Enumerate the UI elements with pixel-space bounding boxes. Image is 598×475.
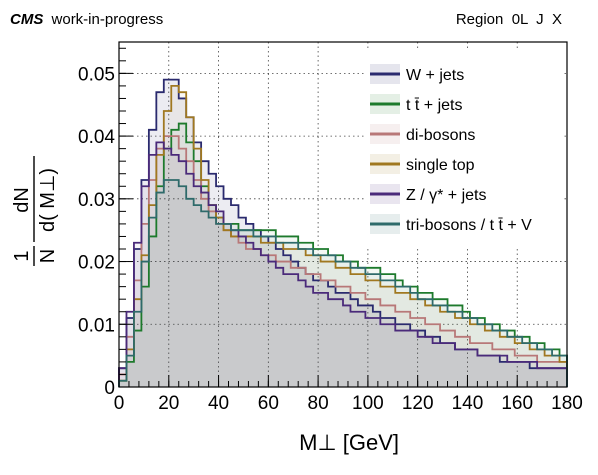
- legend-box: [365, 50, 563, 246]
- legend-entry: t t̄ + jets: [370, 94, 462, 114]
- series-lines: [118, 78, 568, 387]
- series-fill-0: [119, 79, 567, 388]
- legend-entry: Z / γ* + jets: [370, 184, 486, 204]
- x-tick-label: 60: [258, 393, 279, 414]
- x-tick-label: 20: [158, 393, 179, 414]
- series-fill-2: [119, 136, 567, 387]
- x-tick-label: 0: [114, 393, 125, 414]
- plot-frame: [118, 41, 568, 388]
- x-tick-label: 120: [402, 393, 434, 414]
- legend-label: t t̄ + jets: [406, 97, 462, 114]
- x-tick-label: 100: [352, 393, 384, 414]
- axis-tick-labels: 0 20 40 60 80 100 120 140 160 180 0 0.01 0.02 0.03 0.0…: [78, 64, 583, 414]
- y-tick-label: 0: [104, 378, 115, 399]
- legend-entry: W + jets: [370, 64, 464, 84]
- x-tick-label: 40: [208, 393, 229, 414]
- series-line-5: [118, 179, 568, 387]
- legend-label: Z / γ* + jets: [406, 187, 486, 204]
- x-tick-label: 180: [551, 393, 583, 414]
- y-axis-label: 1 N dN d( M⊥): [11, 156, 59, 266]
- legend-label: W + jets: [406, 67, 464, 84]
- y-tick-label: 0.01: [78, 315, 115, 336]
- y-tick-label: 0.05: [78, 64, 115, 85]
- y-label-den-right: d( M⊥): [37, 168, 59, 232]
- x-tick-label: 80: [308, 393, 329, 414]
- legend: W + jets t t̄ + jets di-bosons single top Z …: [370, 64, 532, 234]
- y-tick-label: 0.02: [78, 253, 115, 274]
- x-tick-label: 140: [452, 393, 484, 414]
- x-tick-label: 160: [501, 393, 533, 414]
- cms-label: CMS work-in-progress: [10, 11, 163, 28]
- series-line-2: [118, 135, 568, 387]
- legend-entry: single top: [370, 154, 475, 174]
- legend-entry: tri-bosons / t t̄ + V: [370, 214, 532, 234]
- y-label-num-left: 1: [11, 250, 33, 261]
- legend-label: di-bosons: [406, 127, 475, 144]
- cms-status: work-in-progress: [51, 11, 164, 28]
- legend-entry: di-bosons: [370, 124, 475, 144]
- legend-label: tri-bosons / t t̄ + V: [406, 217, 532, 234]
- y-tick-label: 0.03: [78, 190, 115, 211]
- y-label-num-right: dN: [11, 187, 33, 213]
- series-line-3: [118, 85, 568, 387]
- y-label-den-left: N: [37, 249, 59, 263]
- axis-ticks: [118, 47, 568, 388]
- region-label: Region 0L J X: [456, 11, 562, 28]
- legend-label: single top: [406, 157, 475, 174]
- series-fill-4: [119, 142, 567, 387]
- cms-experiment: CMS: [10, 11, 43, 28]
- x-axis-label: M⊥ [GeV]: [299, 430, 399, 455]
- series-line-4: [118, 141, 568, 387]
- y-tick-label: 0.04: [78, 127, 115, 148]
